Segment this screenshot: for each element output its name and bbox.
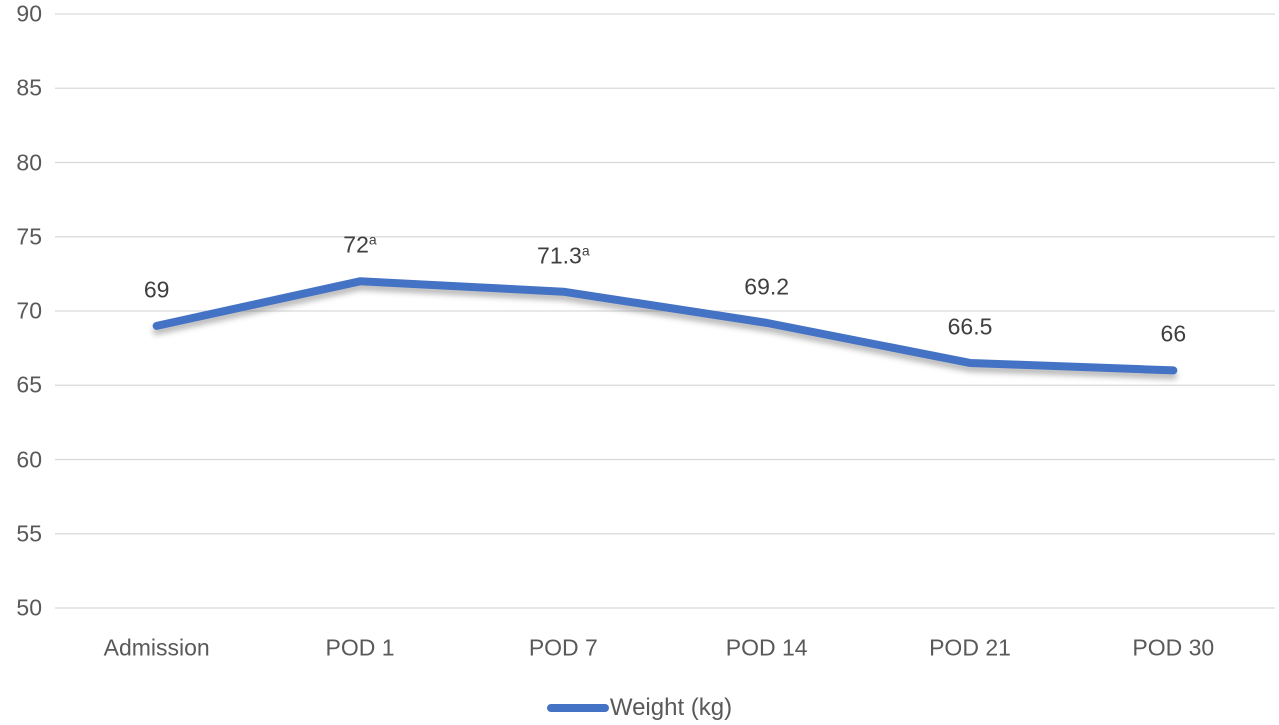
legend-label: Weight (kg) — [609, 694, 733, 721]
data-label-superscript: a — [581, 242, 590, 259]
data-label: 66 — [1160, 320, 1187, 347]
y-tick-label: 90 — [16, 0, 42, 27]
legend: Weight (kg) — [0, 694, 1279, 723]
y-tick-label: 55 — [16, 520, 42, 547]
x-axis-label: POD 1 — [325, 634, 395, 661]
data-label-superscript: a — [368, 231, 377, 248]
y-tick-label: 60 — [16, 446, 42, 472]
data-label: 69 — [143, 276, 170, 303]
y-tick-label: 80 — [16, 149, 42, 175]
y-tick-label: 85 — [16, 74, 42, 101]
x-axis-label: POD 14 — [725, 634, 808, 661]
y-tick-label: 75 — [16, 223, 42, 250]
y-tick-label: 65 — [16, 371, 42, 398]
x-axis-label: Admission — [103, 634, 210, 661]
x-axis-label: POD 7 — [528, 634, 598, 661]
data-label: 72a — [343, 231, 377, 258]
data-label: 66.5 — [947, 313, 993, 340]
data-label: 69.2 — [744, 273, 790, 300]
data-label: 71.3a — [537, 242, 590, 269]
y-tick-label: 50 — [16, 594, 42, 621]
y-tick-label: 70 — [16, 297, 42, 324]
x-axis-label: POD 21 — [929, 634, 1011, 661]
weight-series-line — [152, 277, 1178, 375]
x-axis-label: POD 30 — [1132, 634, 1215, 661]
legend-line-marker — [546, 704, 609, 713]
